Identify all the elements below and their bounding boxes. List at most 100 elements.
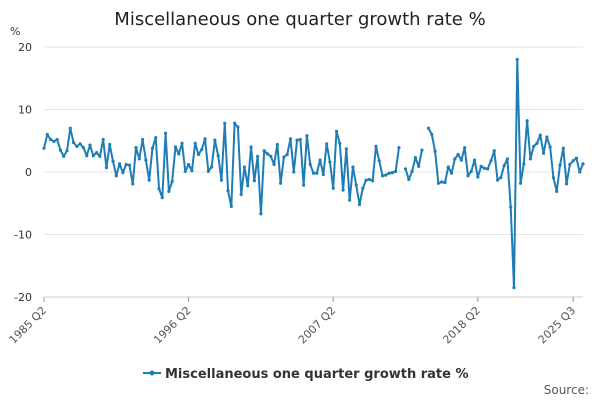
data-point[interactable]: [52, 139, 56, 143]
data-point[interactable]: [206, 169, 210, 173]
data-point[interactable]: [482, 166, 486, 170]
data-point[interactable]: [311, 171, 316, 175]
data-point[interactable]: [144, 158, 148, 162]
data-point[interactable]: [433, 149, 437, 153]
data-point[interactable]: [518, 181, 523, 185]
data-point[interactable]: [94, 151, 99, 155]
data-point[interactable]: [325, 142, 329, 146]
data-point[interactable]: [505, 157, 510, 161]
data-point[interactable]: [578, 170, 582, 174]
data-point[interactable]: [180, 141, 184, 145]
data-point[interactable]: [127, 163, 132, 167]
data-point[interactable]: [150, 146, 155, 150]
data-point[interactable]: [141, 137, 145, 142]
data-point[interactable]: [213, 138, 217, 142]
data-point[interactable]: [157, 187, 161, 191]
data-point[interactable]: [564, 182, 569, 186]
data-point[interactable]: [407, 177, 411, 182]
data-point[interactable]: [331, 186, 335, 190]
data-point[interactable]: [302, 183, 306, 187]
data-point[interactable]: [315, 171, 319, 175]
data-point[interactable]: [466, 174, 470, 178]
data-point[interactable]: [170, 179, 174, 183]
data-point[interactable]: [535, 141, 539, 145]
data-point[interactable]: [223, 121, 227, 125]
data-point[interactable]: [233, 121, 237, 125]
data-point[interactable]: [62, 154, 66, 158]
data-point[interactable]: [85, 154, 89, 158]
data-point[interactable]: [226, 189, 230, 193]
data-point[interactable]: [134, 146, 138, 150]
data-point[interactable]: [298, 137, 302, 142]
data-point[interactable]: [246, 184, 250, 188]
data-point[interactable]: [509, 205, 513, 209]
data-point[interactable]: [121, 171, 125, 175]
data-point[interactable]: [551, 176, 556, 180]
data-point[interactable]: [469, 169, 473, 173]
data-point[interactable]: [318, 158, 322, 162]
data-point[interactable]: [558, 163, 562, 167]
data-point[interactable]: [561, 146, 565, 150]
data-point[interactable]: [443, 181, 447, 185]
data-point[interactable]: [160, 196, 164, 200]
data-point[interactable]: [344, 147, 348, 151]
data-point[interactable]: [357, 202, 362, 207]
data-point[interactable]: [242, 165, 247, 169]
data-point[interactable]: [456, 152, 460, 157]
data-point[interactable]: [45, 132, 49, 137]
data-point[interactable]: [440, 180, 444, 184]
data-point[interactable]: [239, 192, 243, 197]
legend[interactable]: Miscellaneous one quarter growth rate %: [143, 367, 469, 382]
data-point[interactable]: [538, 133, 542, 137]
data-point[interactable]: [81, 146, 86, 150]
data-point[interactable]: [65, 149, 69, 153]
data-point[interactable]: [512, 286, 516, 290]
data-point[interactable]: [210, 165, 214, 169]
data-point[interactable]: [249, 145, 253, 149]
data-point[interactable]: [200, 147, 204, 152]
data-point[interactable]: [279, 181, 283, 185]
data-point[interactable]: [502, 164, 506, 168]
data-point[interactable]: [354, 183, 358, 187]
data-point[interactable]: [390, 171, 394, 175]
data-point[interactable]: [410, 169, 414, 173]
data-point[interactable]: [568, 162, 572, 167]
data-point[interactable]: [236, 125, 240, 129]
data-point[interactable]: [492, 149, 496, 153]
data-point[interactable]: [203, 137, 207, 141]
data-point[interactable]: [193, 141, 197, 145]
data-point[interactable]: [459, 158, 463, 162]
data-point[interactable]: [292, 170, 296, 174]
data-point[interactable]: [430, 132, 434, 137]
data-point[interactable]: [265, 152, 270, 156]
data-point[interactable]: [137, 157, 141, 161]
data-point[interactable]: [413, 156, 417, 160]
data-point[interactable]: [446, 165, 450, 169]
data-point[interactable]: [479, 164, 483, 168]
data-point[interactable]: [187, 162, 191, 167]
data-point[interactable]: [190, 169, 194, 173]
data-point[interactable]: [114, 174, 118, 178]
data-point[interactable]: [555, 189, 559, 193]
data-point[interactable]: [380, 174, 385, 178]
data-point[interactable]: [545, 135, 549, 139]
data-point[interactable]: [371, 179, 375, 183]
data-point[interactable]: [78, 142, 82, 146]
data-point[interactable]: [117, 162, 122, 166]
data-point[interactable]: [338, 141, 342, 145]
data-point[interactable]: [88, 143, 92, 147]
data-point[interactable]: [164, 131, 168, 135]
data-point[interactable]: [256, 154, 260, 158]
data-point[interactable]: [91, 154, 95, 158]
data-point[interactable]: [285, 152, 289, 157]
data-point[interactable]: [351, 165, 355, 169]
data-point[interactable]: [75, 144, 79, 148]
data-point[interactable]: [417, 164, 421, 168]
data-point[interactable]: [348, 198, 352, 202]
data-point[interactable]: [48, 137, 53, 142]
data-point[interactable]: [321, 172, 325, 177]
data-point[interactable]: [269, 154, 273, 158]
data-point[interactable]: [397, 146, 401, 150]
data-point[interactable]: [196, 152, 201, 157]
data-point[interactable]: [472, 158, 477, 162]
